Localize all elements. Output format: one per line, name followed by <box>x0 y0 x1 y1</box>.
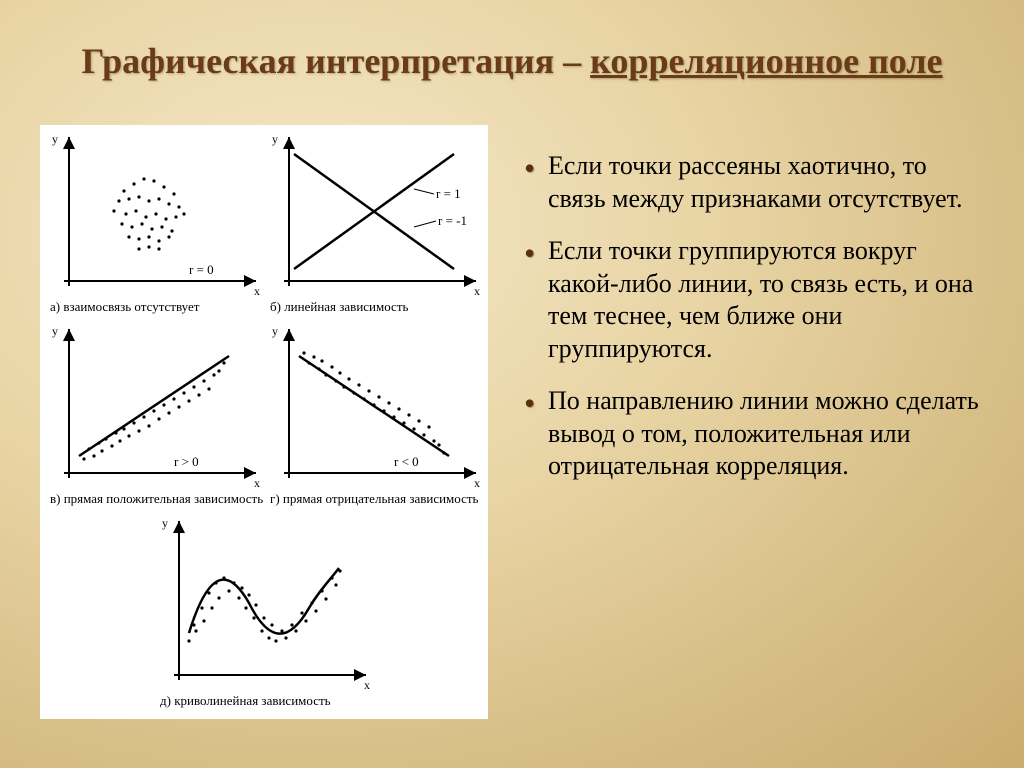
bullet-item: Если точки группируются вокруг какой-либ… <box>520 235 990 365</box>
chart-a: y x r = 0 <box>44 129 264 299</box>
svg-text:r = 0: r = 0 <box>189 262 214 277</box>
charts-panel: yxr = 0 а) взаимосвязь отсутствует yxr =… <box>40 125 488 719</box>
chart-c-caption: в) прямая положительная зависимость <box>44 491 264 513</box>
chart-d-caption: г) прямая отрицательная зависимость <box>264 491 484 513</box>
chart-a-caption: а) взаимосвязь отсутствует <box>44 299 264 321</box>
title-part1: Графическая интерпретация – <box>81 41 590 81</box>
svg-text:x: x <box>474 476 480 490</box>
title-part2: корреляционное поле <box>590 41 942 81</box>
svg-text:r < 0: r < 0 <box>394 454 419 469</box>
bullet-list: Если точки рассеяны хаотично, то связь м… <box>520 150 990 503</box>
svg-text:y: y <box>272 132 278 146</box>
svg-text:r = 1: r = 1 <box>436 186 461 201</box>
chart-a-cell: y x r = 0 а) взаимосвязь отсутствует <box>44 129 264 321</box>
chart-b-cell: y x r = 1 r = -1 б) линейная зависимость <box>264 129 484 321</box>
svg-text:x: x <box>474 284 480 298</box>
chart-d: y x r < 0 <box>264 321 484 491</box>
chart-e: yx <box>154 513 374 693</box>
chart-e-caption: д) криволинейная зависимость <box>154 693 374 715</box>
svg-text:r > 0: r > 0 <box>174 454 199 469</box>
svg-text:y: y <box>162 516 168 530</box>
svg-text:x: x <box>254 284 260 298</box>
chart-b-caption: б) линейная зависимость <box>264 299 484 321</box>
slide: Графическая интерпретация – корреляционн… <box>0 0 1024 768</box>
chart-d-cell: y x r < 0 г) прямая отрицательная зависимо… <box>264 321 484 513</box>
bullet-item: По направлению линии можно сделать вывод… <box>520 385 990 483</box>
chart-e-cell: yx д) криволинейная зависимость <box>154 513 374 715</box>
svg-text:y: y <box>52 132 58 146</box>
bullet-item: Если точки рассеяны хаотично, то связь м… <box>520 150 990 215</box>
chart-c: y x r > 0 <box>44 321 264 491</box>
svg-text:r = -1: r = -1 <box>438 213 467 228</box>
svg-text:x: x <box>364 678 370 692</box>
svg-text:y: y <box>272 324 278 338</box>
svg-text:y: y <box>52 324 58 338</box>
chart-b: y x r = 1 r = -1 <box>264 129 484 299</box>
svg-text:x: x <box>254 476 260 490</box>
slide-title: Графическая интерпретация – корреляционн… <box>0 40 1024 82</box>
chart-c-cell: y x r > 0 в) прямая положительная зависимо… <box>44 321 264 513</box>
